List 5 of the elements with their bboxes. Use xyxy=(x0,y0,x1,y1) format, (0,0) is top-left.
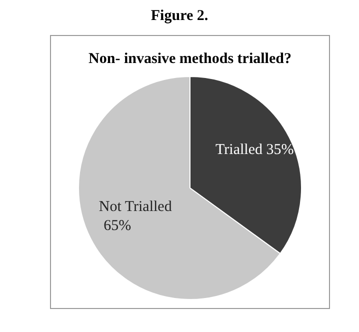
slice-label: Not Trialled xyxy=(98,198,172,215)
data-label: 65% xyxy=(104,218,132,234)
slice-label: Trialled 35% xyxy=(216,142,294,158)
caption: Figure 2. xyxy=(150,8,210,25)
chart-title: Non- invasive methods trialled? xyxy=(88,50,292,67)
